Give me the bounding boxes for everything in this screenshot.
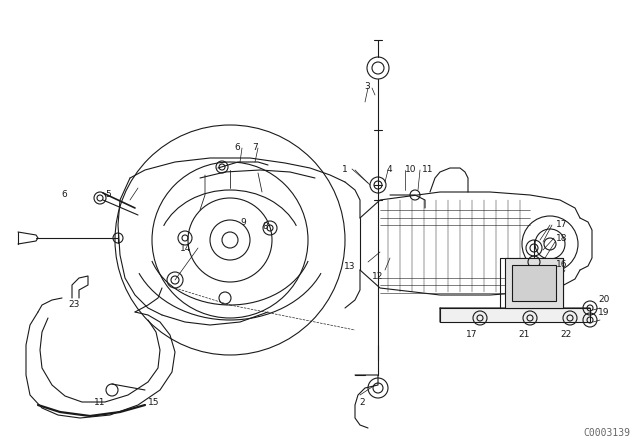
Text: 23: 23 xyxy=(68,300,80,309)
Text: 1: 1 xyxy=(342,165,348,174)
Text: 15: 15 xyxy=(148,398,159,407)
Text: 3: 3 xyxy=(364,82,370,91)
Text: 11: 11 xyxy=(422,165,433,174)
Bar xyxy=(440,308,590,322)
Bar xyxy=(512,265,556,301)
Text: 20: 20 xyxy=(598,295,609,304)
Text: 7: 7 xyxy=(252,143,258,152)
Text: 12: 12 xyxy=(372,272,383,281)
Text: 8: 8 xyxy=(262,222,268,231)
Text: 4: 4 xyxy=(387,165,392,174)
Text: 14: 14 xyxy=(180,244,191,253)
Text: 16: 16 xyxy=(556,260,568,269)
Text: 18: 18 xyxy=(556,234,568,243)
Text: 13: 13 xyxy=(344,262,355,271)
Text: 17: 17 xyxy=(556,220,568,229)
Text: 19: 19 xyxy=(598,308,609,317)
Text: 5: 5 xyxy=(105,190,111,199)
Text: 22: 22 xyxy=(561,330,572,339)
Text: 6: 6 xyxy=(234,143,240,152)
Text: 2: 2 xyxy=(359,398,365,407)
Text: 10: 10 xyxy=(405,165,417,174)
Text: 6: 6 xyxy=(61,190,67,199)
Text: 11: 11 xyxy=(94,398,106,407)
Text: 21: 21 xyxy=(518,330,530,339)
Text: 17: 17 xyxy=(467,330,477,339)
Text: C0003139: C0003139 xyxy=(583,428,630,438)
Text: 9: 9 xyxy=(240,218,246,227)
Bar xyxy=(505,258,563,308)
